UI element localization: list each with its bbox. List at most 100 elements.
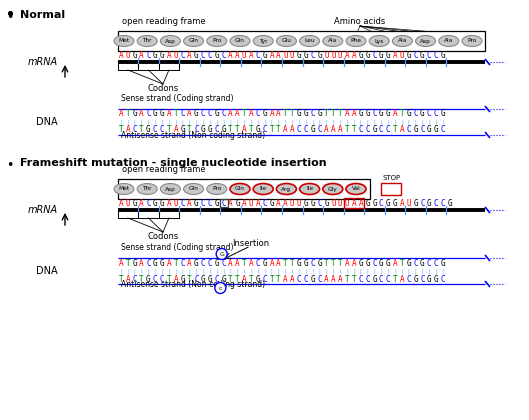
Ellipse shape [184,184,204,194]
Text: U: U [297,199,302,207]
Text: T: T [352,275,356,284]
Text: G: G [366,50,370,60]
Text: C: C [304,275,308,284]
Text: U: U [174,199,178,207]
Ellipse shape [416,36,435,47]
Text: G: G [153,110,158,118]
Text: U: U [338,50,342,60]
Text: |: | [182,119,184,125]
Text: G: G [262,110,267,118]
Text: T: T [187,126,192,134]
Text: T: T [345,275,349,284]
Text: A: A [167,258,171,268]
Text: A: A [399,275,404,284]
Text: G: G [366,110,370,118]
Text: Insertion: Insertion [232,239,269,248]
Ellipse shape [462,36,482,47]
Text: T: T [167,126,171,134]
Text: T: T [139,275,144,284]
Bar [118,31,485,51]
Text: G: G [441,110,445,118]
Text: |: | [223,268,225,274]
Text: T: T [229,126,233,134]
Text: G: G [393,199,397,207]
Text: A: A [118,110,123,118]
Text: |: | [202,119,204,125]
Text: Asp: Asp [165,39,176,44]
Text: A: A [125,126,130,134]
Text: |: | [216,268,218,274]
Text: A: A [269,50,274,60]
Text: U: U [345,199,349,207]
Text: T: T [393,126,397,134]
Text: T: T [167,275,171,284]
Text: G: G [386,258,390,268]
Text: C: C [427,110,432,118]
Text: A: A [125,275,130,284]
Text: |: | [189,268,190,274]
Text: A: A [352,110,356,118]
Text: T: T [125,110,130,118]
Text: Leu: Leu [304,39,315,44]
Text: |: | [428,119,430,125]
Text: A: A [242,275,247,284]
Text: Val: Val [352,186,360,192]
Text: G: G [160,50,165,60]
Text: C: C [372,258,377,268]
Text: C: C [413,258,418,268]
Text: C: C [208,50,212,60]
Text: G: G [317,110,322,118]
Ellipse shape [323,36,343,47]
Text: |: | [373,119,375,125]
Text: T: T [242,110,247,118]
Text: A: A [269,258,274,268]
Text: |: | [175,119,177,125]
Text: C: C [180,258,185,268]
Text: C: C [359,275,363,284]
Text: |: | [408,119,409,125]
Text: |: | [243,268,245,274]
Text: A: A [345,50,349,60]
Text: T: T [125,258,130,268]
Ellipse shape [299,36,320,47]
Text: A: A [229,50,233,60]
Text: G: G [153,50,158,60]
Text: A: A [139,50,144,60]
Text: A: A [167,110,171,118]
Text: G: G [201,275,205,284]
Text: G: G [359,110,363,118]
Text: |: | [415,119,416,125]
Text: C: C [406,275,411,284]
Text: A: A [187,50,192,60]
Text: |: | [141,119,142,125]
Text: A: A [276,199,281,207]
Text: C: C [256,50,260,60]
Text: C: C [434,258,439,268]
Text: G: G [132,50,137,60]
Text: G: G [304,110,308,118]
Text: G: G [420,258,425,268]
Text: G: G [366,258,370,268]
Text: G: G [317,50,322,60]
Text: T: T [290,258,295,268]
Text: |: | [196,268,197,274]
Ellipse shape [230,36,250,47]
Text: U: U [290,199,295,207]
Text: Tyr: Tyr [259,39,268,44]
Text: C: C [215,126,219,134]
Text: G: G [427,275,432,284]
Text: T: T [399,258,404,268]
Text: G: G [304,50,308,60]
Text: A: A [235,110,240,118]
Text: A: A [118,50,123,60]
Text: DNA: DNA [37,266,58,276]
Text: DNA: DNA [37,117,58,127]
Text: G: G [194,110,199,118]
Text: |: | [154,119,156,125]
Text: |: | [380,268,382,274]
Text: |: | [408,268,409,274]
Text: A: A [118,199,123,207]
Text: G: G [297,110,302,118]
Text: T: T [283,110,288,118]
Text: G: G [215,199,219,207]
